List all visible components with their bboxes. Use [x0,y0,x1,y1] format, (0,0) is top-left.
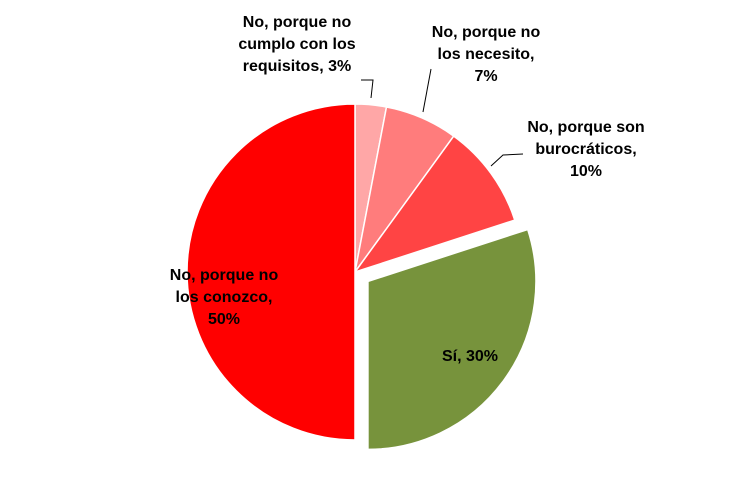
data-label-no-porque-son-burocraticos: No, porque son burocráticos, 10% [527,119,644,180]
leader-line-no-porque-son-burocraticos [490,153,524,167]
leader-line-no-porque-no-cumplo-con-los-requisitos [361,79,374,99]
data-label-no-porque-no-cumplo-con-los-requisitos: No, porque no cumplo con los requisitos, 3… [238,14,355,75]
pie-slice-no-porque-no-los-conozco [186,103,356,441]
data-label-no-porque-no-los-necesito: No, porque no los necesito, 7% [432,24,541,85]
pie-slices [186,103,537,451]
data-label-no-porque-no-los-conozco: No, porque no los conozco, 50% [170,267,279,328]
pie-slice-si [367,228,537,451]
leader-lines [361,68,524,167]
data-labels: No, porque no cumplo con los requisitos, 3… [170,14,645,365]
pie-slice-no-porque-son-burocraticos [353,135,516,274]
leader-line-no-porque-no-los-necesito [422,68,432,113]
data-label-si: Sí, 30% [442,348,498,365]
